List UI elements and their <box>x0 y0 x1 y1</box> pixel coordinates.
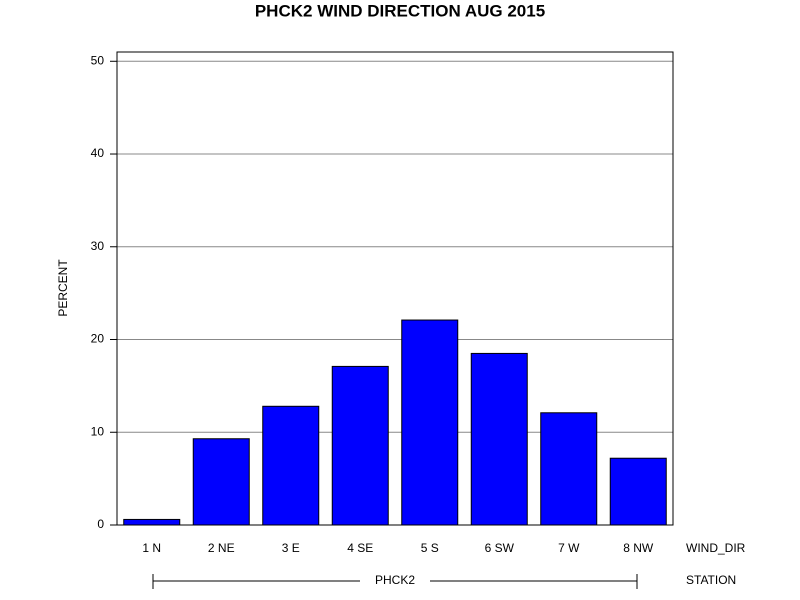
x-tick-label: 1 N <box>142 541 161 555</box>
plot-frame <box>116 51 674 526</box>
x-tick-label: 6 SW <box>485 541 515 555</box>
group-label: PHCK2 <box>375 573 415 587</box>
bar <box>262 405 320 526</box>
y-tick-label: 0 <box>97 517 104 531</box>
y-tick-label: 40 <box>91 146 105 160</box>
x-tick-label: 7 W <box>558 541 580 555</box>
bar <box>401 319 459 526</box>
x-tick-label: 3 E <box>282 541 300 555</box>
group-axis-label: STATION <box>686 573 736 587</box>
bar <box>331 365 389 526</box>
chart-title: PHCK2 WIND DIRECTION AUG 2015 <box>255 1 545 20</box>
y-tick-label: 30 <box>91 239 105 253</box>
bar <box>123 518 181 526</box>
x-tick-label: 5 S <box>421 541 439 555</box>
bar <box>192 438 250 526</box>
bar <box>609 457 667 526</box>
bar <box>540 412 598 526</box>
y-tick-label: 50 <box>91 53 105 67</box>
x-axis-label: WIND_DIR <box>686 541 746 555</box>
y-tick-label: 20 <box>91 332 105 346</box>
x-tick-label: 2 NE <box>208 541 235 555</box>
x-tick-label: 4 SE <box>347 541 373 555</box>
y-tick-label: 10 <box>91 424 105 438</box>
y-axis-label: PERCENT <box>56 259 70 317</box>
x-tick-label: 8 NW <box>623 541 654 555</box>
bar <box>470 352 528 526</box>
